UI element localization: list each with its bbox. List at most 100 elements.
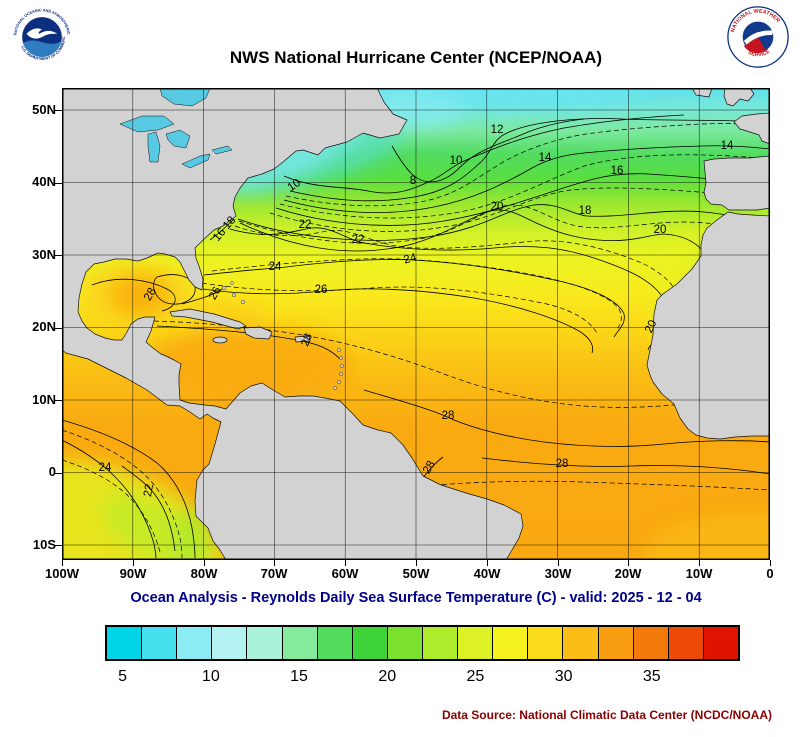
nws-gull-icon xyxy=(743,30,774,45)
x-axis-tick xyxy=(132,560,134,566)
sst-map: 12 14 14 16 10 8 10 18 16 22 22 24 24 26 26 28 28 18 20 20 2… xyxy=(62,87,770,560)
contour-line xyxy=(285,123,770,207)
nws-red-wedge xyxy=(743,37,766,54)
contour-line xyxy=(279,154,770,219)
contour-label: 28 xyxy=(442,410,455,422)
colorbar-cell xyxy=(387,627,423,659)
contour-line xyxy=(121,465,176,552)
contour-label: 22 xyxy=(142,483,156,498)
x-axis-tick xyxy=(770,560,771,566)
islands-bahamas xyxy=(221,281,245,304)
colorbar-cell xyxy=(633,627,669,659)
colorbar-tick-label: 35 xyxy=(642,668,661,685)
islands-lesser-antilles xyxy=(333,348,344,390)
x-axis-tick xyxy=(203,560,205,566)
y-axis-tick xyxy=(55,472,62,474)
contour-label: 14 xyxy=(539,152,552,164)
lake-superior xyxy=(119,115,175,133)
contour-line xyxy=(181,288,223,305)
colorbar-cell xyxy=(598,627,634,659)
lake-michigan xyxy=(147,131,161,163)
x-axis-label: 50W xyxy=(402,566,430,581)
contour-label: 16 xyxy=(611,165,624,177)
colorbar-cell xyxy=(352,627,388,659)
contour-label: 24 xyxy=(99,462,112,474)
contour-line xyxy=(283,114,685,194)
nws-ring-text-bottom: SERVICE xyxy=(747,48,772,58)
land-britain xyxy=(723,88,755,107)
contour-line xyxy=(202,288,594,354)
x-axis-tick xyxy=(486,560,488,566)
y-axis-label: 0 xyxy=(48,464,56,479)
colorbar-cell xyxy=(177,627,213,659)
contour-line xyxy=(201,282,598,334)
colorbar-cell xyxy=(703,627,738,659)
x-axis-label: 80W xyxy=(190,566,218,581)
map-caption: Ocean Analysis - Reynolds Daily Sea Surf… xyxy=(130,590,702,606)
x-axis-label: 70W xyxy=(260,566,288,581)
colorbar-tick-label: 15 xyxy=(290,668,308,685)
x-axis-tick xyxy=(699,560,701,566)
svg-text:SERVICE: SERVICE xyxy=(747,48,772,58)
colorbar-tick-label: 10 xyxy=(201,668,220,685)
contour-label: 20 xyxy=(654,224,667,236)
contour-line xyxy=(234,225,678,341)
colorbar xyxy=(105,625,740,661)
x-axis-tick xyxy=(62,560,63,566)
y-axis-label: 50N xyxy=(32,102,56,117)
land-africa xyxy=(646,211,770,440)
contour-label: 18 xyxy=(579,205,592,217)
y-axis-tick xyxy=(55,400,62,401)
lake-ontario xyxy=(211,145,233,155)
colorbar-labels: 5 10 15 20 25 30 35 xyxy=(105,668,740,690)
contour-label: 28 xyxy=(142,286,159,303)
y-axis-tick xyxy=(55,110,62,111)
x-axis-label: 90W xyxy=(119,566,147,581)
y-axis-label: 40N xyxy=(32,174,56,189)
x-axis-label: 0 xyxy=(766,566,774,581)
colorbar-cell xyxy=(142,627,178,659)
contour-label: 28 xyxy=(421,459,438,476)
contour-line xyxy=(91,278,176,312)
nws-logo: NATIONAL WEATHER SERVICE xyxy=(727,6,789,68)
island-jamaica xyxy=(212,336,228,344)
contour-label: 8 xyxy=(410,175,416,187)
land-ireland xyxy=(691,88,713,98)
contour-line xyxy=(269,187,770,232)
contour-line xyxy=(62,429,183,559)
grid-layer xyxy=(62,88,770,560)
colorbar-cell xyxy=(282,627,318,659)
x-axis-tick xyxy=(557,560,559,566)
contour-line xyxy=(203,259,625,338)
contour-label: 20 xyxy=(491,201,504,213)
map-frame xyxy=(62,88,770,560)
land-france xyxy=(733,112,770,145)
contour-line xyxy=(156,325,341,360)
x-axis-label: 100W xyxy=(45,566,79,581)
x-axis-label: 10W xyxy=(685,566,713,581)
y-axis-label: 10N xyxy=(32,392,56,407)
colorbar-cell xyxy=(493,627,529,659)
x-axis-label: 20W xyxy=(614,566,642,581)
contour-label: 26 xyxy=(315,284,328,296)
x-axis-label: 30W xyxy=(544,566,572,581)
colorbar-cell xyxy=(247,627,283,659)
page-title: NWS National Hurricane Center (NCEP/NOAA… xyxy=(229,48,603,67)
contour-line xyxy=(153,274,196,305)
lake-huron xyxy=(165,129,191,149)
x-axis-label: 60W xyxy=(331,566,359,581)
contour-line xyxy=(209,218,235,241)
x-axis-tick xyxy=(628,560,630,566)
y-axis-label: 20N xyxy=(32,319,56,334)
colorbar-tick-label: 30 xyxy=(554,668,573,685)
island-hispaniola xyxy=(243,326,273,340)
contour-label: 14 xyxy=(721,140,734,152)
colorbar-cell xyxy=(107,627,143,659)
contour-line xyxy=(211,258,622,332)
contour-line xyxy=(62,419,196,559)
noaa-logo: NATIONAL OCEANIC AND ATMOSPHERIC ADMINIS… xyxy=(10,5,71,61)
colorbar-tick-label: 20 xyxy=(378,668,397,685)
contour-line xyxy=(62,459,161,553)
